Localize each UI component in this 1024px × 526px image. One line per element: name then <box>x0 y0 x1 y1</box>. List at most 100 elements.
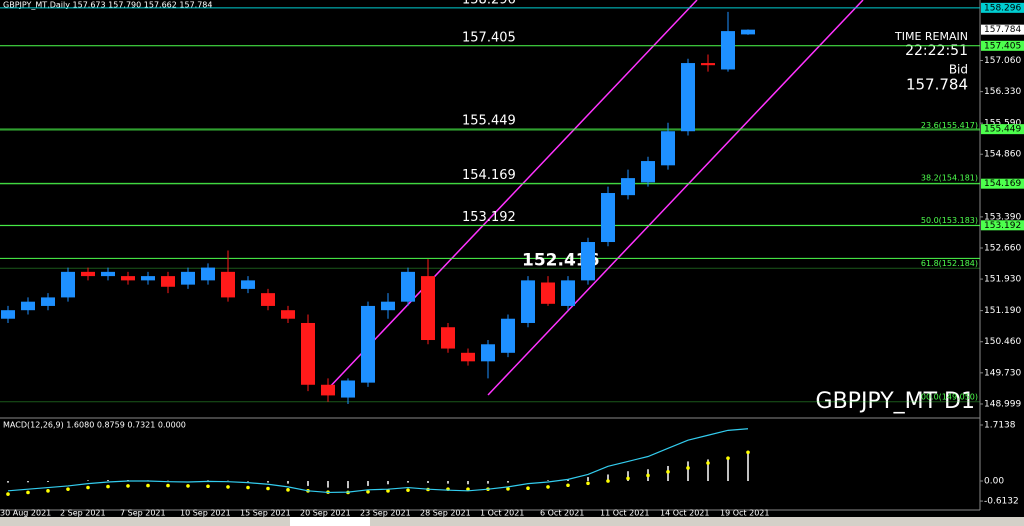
x-tick-label: 15 Sep 2021 <box>240 509 291 518</box>
signal-dot <box>746 450 750 455</box>
x-tick-label: 7 Sep 2021 <box>120 509 166 518</box>
candle-body <box>81 271 95 277</box>
level-axis-box <box>981 2 1024 13</box>
signal-dot <box>506 487 510 491</box>
signal-dot <box>406 488 410 492</box>
x-tick-label: 23 Sep 2021 <box>360 509 411 518</box>
macd-bar <box>107 480 109 482</box>
signal-dot <box>706 461 710 465</box>
candle-body <box>261 293 275 306</box>
level-axis-box <box>981 220 1024 231</box>
active-tab[interactable] <box>290 517 370 526</box>
fib-label: 50.0(153.183) <box>921 216 978 225</box>
x-tick-label: 28 Sep 2021 <box>420 509 471 518</box>
candle-body <box>581 242 595 281</box>
watermark: GBPJPY_MT D1 <box>816 389 975 414</box>
x-tick-label: 10 Sep 2021 <box>180 509 231 518</box>
y-tick-label: 157.060 <box>984 56 1021 66</box>
macd-bar <box>747 452 749 482</box>
signal-dot <box>246 485 250 490</box>
macd-bar <box>307 481 309 486</box>
level-axis-box <box>981 40 1024 51</box>
y-tick-label: -0.6132 <box>984 497 1019 507</box>
level-axis-box <box>981 124 1024 135</box>
candle-body <box>341 380 355 398</box>
signal-dot <box>86 485 90 490</box>
signal-dot <box>206 484 210 489</box>
candle-body <box>681 63 695 132</box>
macd-bar <box>247 481 249 482</box>
signal-dot <box>466 487 470 491</box>
y-tick-label: 152.660 <box>984 243 1021 253</box>
x-tick-label: 11 Oct 2021 <box>600 509 649 518</box>
signal-dot <box>106 484 110 489</box>
header: GBPJPY_MT,Daily 157.673 157.790 157.662 … <box>3 1 212 10</box>
y-tick-label: 150.460 <box>984 337 1021 347</box>
fib-label: 23.6(155.417) <box>921 121 978 130</box>
candle-body <box>241 280 255 289</box>
macd-bar <box>707 459 709 482</box>
candle-body <box>421 276 435 341</box>
signal-dot <box>666 470 670 474</box>
signal-dot <box>6 492 10 496</box>
macd-label: MACD(12,26,9) 1.6080 0.8759 0.7321 0.000… <box>3 421 186 430</box>
candle-body <box>361 305 375 383</box>
signal-dot <box>226 485 230 489</box>
y-tick-label: 156.330 <box>984 87 1021 97</box>
candle-body <box>721 31 735 70</box>
x-tick-label: 19 Oct 2021 <box>720 509 769 518</box>
candle-body <box>441 327 455 349</box>
macd-bar <box>727 456 729 482</box>
signal-dot <box>386 489 390 493</box>
channel-upper <box>324 0 698 393</box>
candle-body <box>501 318 515 353</box>
candle-body <box>561 280 575 306</box>
macd-bar <box>587 477 589 482</box>
level-axis-box <box>981 178 1024 189</box>
fib-label: 61.8(152.184) <box>921 259 978 268</box>
price-axis-box <box>981 24 1024 35</box>
macd-bar <box>407 481 409 483</box>
candle-body <box>521 280 535 323</box>
candle-body <box>121 276 135 281</box>
signal-dot <box>366 489 370 494</box>
signal-dot <box>566 483 570 488</box>
signal-dot <box>26 490 30 495</box>
level-label: 158.296 <box>462 0 516 7</box>
fib-label: 00.0(149.050) <box>921 392 978 401</box>
price-axis-label: 157.784 <box>984 25 1021 35</box>
candle-body <box>201 267 215 281</box>
candle-body <box>481 344 495 362</box>
candle-body <box>741 29 755 35</box>
candle-body <box>461 352 475 362</box>
signal-dot <box>726 456 730 460</box>
candle-body <box>161 276 175 287</box>
macd-bar <box>687 461 689 482</box>
signal-dot <box>526 486 530 491</box>
macd-bar <box>267 481 269 483</box>
signal-dot <box>166 483 170 488</box>
signal-dot <box>606 479 610 483</box>
candle-body <box>601 193 615 243</box>
signal-dot <box>66 487 70 491</box>
y-tick-label: 155.590 <box>984 119 1021 129</box>
macd-bar <box>287 481 289 484</box>
fib-label: 38.2(154.181) <box>921 174 978 183</box>
y-tick-label: 148.999 <box>984 399 1021 409</box>
macd-bar <box>367 481 369 486</box>
x-tick-label: 1 Oct 2021 <box>480 509 524 518</box>
candle-body <box>281 310 295 319</box>
y-tick-label: 149.730 <box>984 368 1021 378</box>
signal-dot <box>546 485 550 489</box>
macd-bar <box>87 480 89 482</box>
y-tick-label: 0.00 <box>984 477 1004 487</box>
candle-body <box>541 282 555 304</box>
signal-dot <box>146 483 150 488</box>
macd-bar <box>207 480 209 482</box>
candle-body <box>41 297 55 306</box>
candle-body <box>101 271 115 277</box>
candle-body <box>321 384 335 396</box>
signal-dot <box>286 488 290 492</box>
